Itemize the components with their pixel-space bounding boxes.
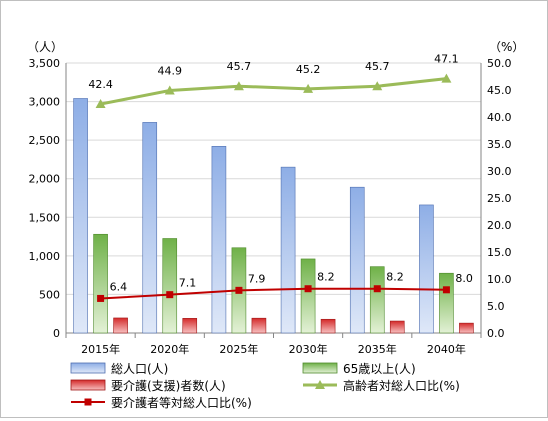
left-tick-label: 3,000 [29,96,61,109]
elderly-ratio-marker [95,99,106,109]
care-ratio-data-label: 7.9 [248,272,266,285]
legend-swatch [70,362,106,374]
care-ratio-marker [304,285,312,293]
care-ratio-line [100,287,447,300]
x-tick-label: 2030年 [289,342,328,356]
legend-item: 総人口(人) [70,362,168,376]
elderly-ratio-marker [233,81,244,91]
elderly-ratio-marker [372,81,383,91]
population-bar [142,122,158,334]
legend-marker [84,398,92,406]
population-bar [280,166,296,334]
left-tick-label: 2,000 [29,173,61,186]
x-tick-label: 2025年 [219,342,258,356]
right-tick-label: 40.0 [487,111,512,124]
elderly-bar [162,238,178,334]
care-ratio-marker [97,294,105,302]
care-ratio-marker [442,286,450,294]
x-tick-label: 2020年 [150,342,189,356]
right-tick-label: 5.0 [487,300,505,313]
right-tick-label: 25.0 [487,192,512,205]
elderly-ratio-marker [303,83,314,93]
legend-swatch [70,379,106,391]
legend-item: 高齢者対総人口比(%) [303,378,460,393]
legend: 総人口(人) 65歳以上(人) 要介護(支援)者数(人) 高齢者対総人口比(%) 要介護… [70,362,460,410]
right-tick-label: 15.0 [487,246,512,259]
legend-label: 要介護者等対総人口比(%) [111,395,252,410]
elderly-ratio-data-label: 45.2 [296,63,321,76]
left-axis-unit: （人） [27,40,63,54]
population-bar [73,98,88,334]
care-ratio-marker [166,291,174,299]
legend-item: 要介護者等対総人口比(%) [71,395,252,410]
population-bar [349,186,365,334]
care-ratio-marker [373,285,381,293]
left-tick-label: 500 [39,288,60,301]
legend-label: 65歳以上(人) [343,362,416,376]
care-bar [320,318,336,334]
care-ratio-data-label: 8.2 [317,271,335,284]
care-ratio-data-label: 8.0 [455,272,473,285]
legend-marker [315,380,325,389]
left-tick-label: 2,500 [29,134,61,147]
legend-label: 要介護(支援)者数(人) [111,378,226,393]
legend-item: 要介護(支援)者数(人) [70,378,226,393]
line-layer [95,73,452,302]
care-bar [251,317,267,334]
care-ratio-data-label: 7.1 [179,277,197,290]
left-tick-label: 3,500 [29,57,61,70]
right-tick-label: 50.0 [487,57,512,70]
elderly-ratio-data-label: 47.1 [434,53,459,66]
gridlines [66,62,481,295]
legend-item: 65歳以上(人) [302,362,416,376]
legend-label: 高齢者対総人口比(%) [343,378,460,393]
elderly-ratio-data-label: 45.7 [365,60,390,73]
elderly-ratio-marker [441,73,452,83]
population-bar [419,204,434,334]
elderly-ratio-data-label: 42.4 [88,78,113,91]
axes: 0 500 1,000 1,500 2,000 2,500 3,000 3,500 0.0 5.0… [27,40,524,356]
left-tick-label: 1,000 [29,250,61,263]
elderly-bar [369,266,385,334]
care-ratio-data-label: 6.4 [110,280,128,293]
population-bar [211,146,227,334]
right-axis-unit: （%） [489,40,524,54]
legend-label: 総人口(人) [111,362,168,376]
elderly-ratio-data-label: 44.9 [158,65,183,78]
care-bar [113,317,128,334]
right-tick-label: 20.0 [487,219,512,232]
x-tick-label: 2035年 [358,342,397,356]
care-bar [459,322,474,334]
care-bar [389,320,405,334]
data-label-layer: 42.4 44.9 45.7 45.2 45.7 47.1 6.4 7.1 7.9 8.2 8.2 8… [88,53,473,294]
x-tick-label: 2015年 [81,342,120,356]
elderly-bar [439,272,454,334]
care-bar [182,318,198,334]
right-tick-label: 45.0 [487,84,512,97]
elderly-ratio-marker [164,85,175,95]
bar-layer [73,98,474,334]
elderly-ratio-data-label: 45.7 [227,60,252,73]
elderly-ratio-line [100,77,447,106]
right-tick-label: 0.0 [487,327,505,340]
care-ratio-data-label: 8.2 [386,271,404,284]
x-tick-label: 2040年 [427,342,466,356]
right-tick-label: 30.0 [487,165,512,178]
left-tick-label: 1,500 [29,211,61,224]
care-ratio-marker [235,286,243,294]
elderly-bar [300,258,316,334]
right-tick-label: 35.0 [487,138,512,151]
legend-swatch [302,362,338,374]
left-tick-label: 0 [53,327,60,340]
right-tick-label: 10.0 [487,273,512,286]
elderly-bar [93,233,108,334]
